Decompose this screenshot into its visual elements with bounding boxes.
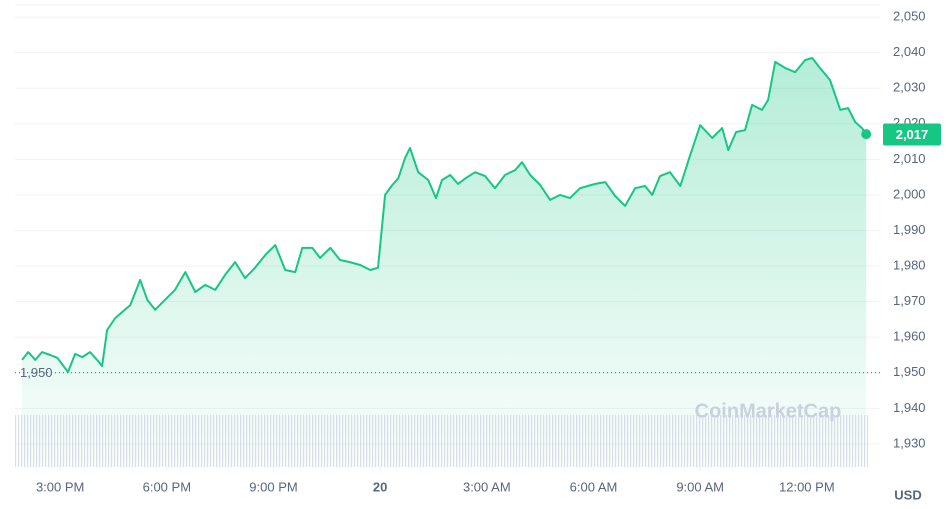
x-tick-label: 9:00 AM [676, 479, 724, 494]
y-tick-label: 2,000 [893, 186, 926, 201]
y-tick-label: 1,940 [893, 400, 926, 415]
reference-label: 1,950 [20, 365, 53, 380]
x-tick-label: 6:00 PM [143, 479, 191, 494]
price-line [21, 57, 868, 373]
y-tick-label: 2,030 [893, 80, 926, 95]
x-tick-label: 12:00 PM [779, 479, 835, 494]
y-tick-label: 1,950 [893, 364, 926, 379]
price-badge-label: 2,017 [896, 127, 929, 142]
x-tick-label: 6:00 AM [570, 479, 618, 494]
y-tick-label: 2,010 [893, 151, 926, 166]
y-tick-label: 1,980 [893, 257, 926, 272]
y-tick-label: 2,040 [893, 44, 926, 59]
y-tick-label: 2,050 [893, 9, 926, 24]
y-tick-label: 1,960 [893, 329, 926, 344]
x-tick-label: 9:00 PM [249, 479, 297, 494]
last-point [861, 129, 872, 140]
currency-label: USD [894, 487, 921, 502]
volume-texture [15, 415, 868, 467]
y-tick-label: 1,930 [893, 435, 926, 450]
price-badge [883, 123, 941, 146]
y-tick-label: 1,970 [893, 293, 926, 308]
y-tick-label: 1,990 [893, 222, 926, 237]
watermark: CoinMarketCap [695, 400, 842, 422]
price-area [22, 58, 867, 467]
x-tick-label: 3:00 PM [36, 479, 84, 494]
x-tick-label: 3:00 AM [463, 479, 511, 494]
x-tick-label: 20 [373, 479, 387, 494]
